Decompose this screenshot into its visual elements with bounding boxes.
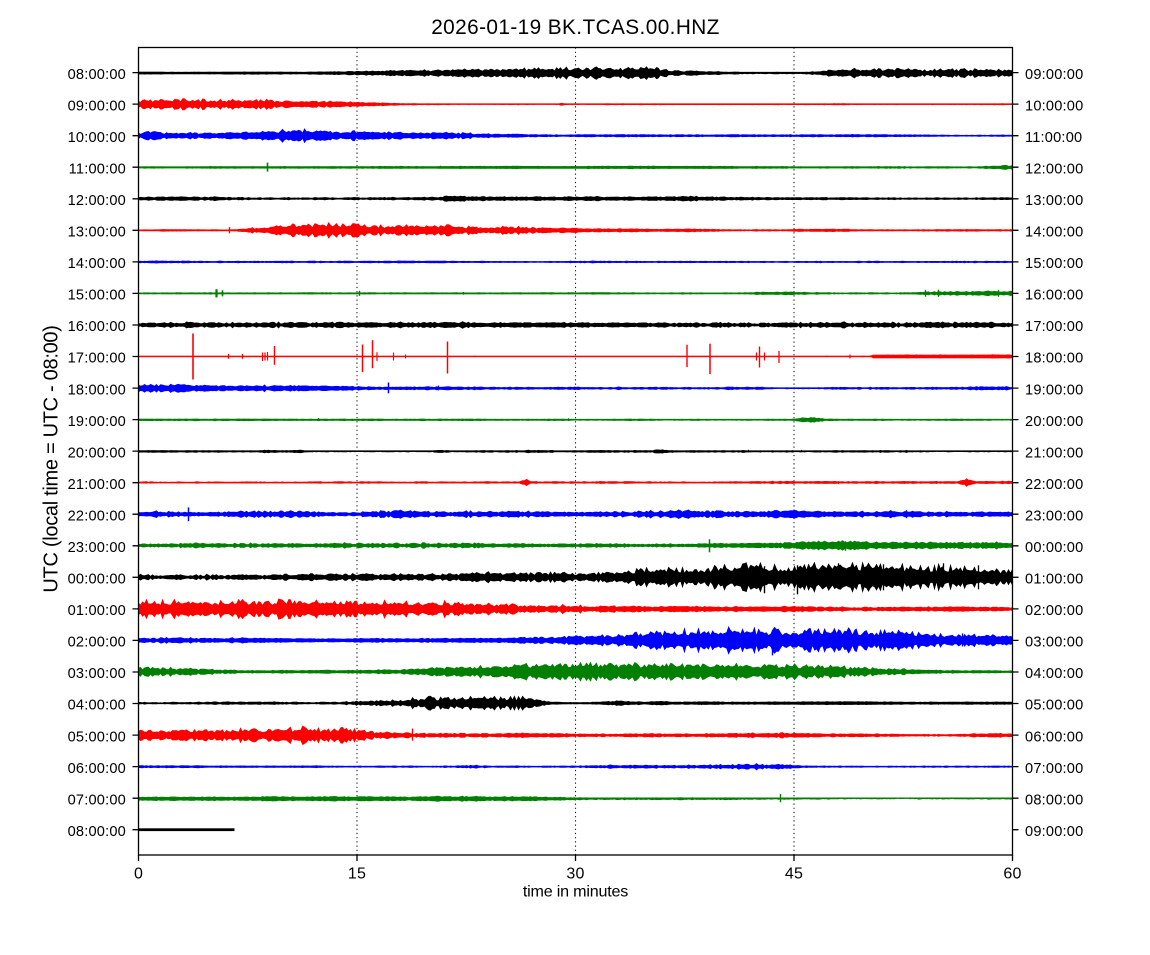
svg-text:21:00:00: 21:00:00 — [68, 477, 126, 493]
svg-text:01:00:00: 01:00:00 — [68, 603, 126, 619]
svg-text:10:00:00: 10:00:00 — [1025, 98, 1083, 114]
svg-text:05:00:00: 05:00:00 — [68, 729, 126, 745]
svg-text:03:00:00: 03:00:00 — [1025, 635, 1083, 651]
svg-text:04:00:00: 04:00:00 — [68, 698, 126, 714]
svg-text:time in minutes: time in minutes — [523, 883, 628, 901]
svg-text:16:00:00: 16:00:00 — [68, 319, 126, 335]
svg-text:20:00:00: 20:00:00 — [1025, 414, 1083, 430]
svg-text:09:00:00: 09:00:00 — [1025, 67, 1083, 83]
svg-text:21:00:00: 21:00:00 — [1025, 445, 1083, 461]
svg-text:0: 0 — [134, 865, 143, 882]
svg-text:20:00:00: 20:00:00 — [68, 445, 126, 461]
svg-text:15:00:00: 15:00:00 — [68, 288, 126, 304]
svg-text:18:00:00: 18:00:00 — [1025, 351, 1083, 367]
svg-text:15: 15 — [348, 865, 366, 882]
svg-text:22:00:00: 22:00:00 — [1025, 477, 1083, 493]
svg-text:17:00:00: 17:00:00 — [1025, 319, 1083, 335]
svg-text:30: 30 — [566, 865, 584, 882]
svg-text:14:00:00: 14:00:00 — [1025, 225, 1083, 241]
svg-text:00:00:00: 00:00:00 — [68, 572, 126, 588]
svg-text:15:00:00: 15:00:00 — [1025, 256, 1083, 272]
svg-text:02:00:00: 02:00:00 — [1025, 603, 1083, 619]
svg-text:16:00:00: 16:00:00 — [1025, 288, 1083, 304]
svg-text:09:00:00: 09:00:00 — [68, 98, 126, 114]
svg-text:05:00:00: 05:00:00 — [1025, 698, 1083, 714]
svg-text:11:00:00: 11:00:00 — [1025, 130, 1082, 146]
svg-text:17:00:00: 17:00:00 — [68, 351, 126, 367]
svg-text:06:00:00: 06:00:00 — [68, 761, 126, 777]
svg-text:03:00:00: 03:00:00 — [68, 666, 126, 682]
svg-text:01:00:00: 01:00:00 — [1025, 572, 1083, 588]
svg-text:06:00:00: 06:00:00 — [1025, 729, 1083, 745]
svg-text:11:00:00: 11:00:00 — [69, 161, 126, 177]
svg-text:60: 60 — [1003, 865, 1021, 882]
svg-text:12:00:00: 12:00:00 — [1025, 161, 1083, 177]
svg-text:14:00:00: 14:00:00 — [68, 256, 126, 272]
svg-text:23:00:00: 23:00:00 — [1025, 508, 1083, 524]
svg-text:2026-01-19 BK.TCAS.00.HNZ: 2026-01-19 BK.TCAS.00.HNZ — [431, 16, 720, 39]
svg-text:02:00:00: 02:00:00 — [68, 635, 126, 651]
svg-text:19:00:00: 19:00:00 — [68, 414, 126, 430]
svg-text:07:00:00: 07:00:00 — [68, 792, 126, 808]
svg-text:13:00:00: 13:00:00 — [68, 225, 126, 241]
svg-text:08:00:00: 08:00:00 — [68, 67, 126, 83]
svg-text:19:00:00: 19:00:00 — [1025, 382, 1083, 398]
svg-text:00:00:00: 00:00:00 — [1025, 540, 1083, 556]
svg-text:22:00:00: 22:00:00 — [68, 508, 126, 524]
svg-text:08:00:00: 08:00:00 — [1025, 792, 1083, 808]
svg-text:09:00:00: 09:00:00 — [1025, 824, 1083, 840]
svg-text:08:00:00: 08:00:00 — [68, 824, 126, 840]
svg-text:04:00:00: 04:00:00 — [1025, 666, 1083, 682]
svg-text:12:00:00: 12:00:00 — [68, 193, 126, 209]
svg-text:07:00:00: 07:00:00 — [1025, 761, 1083, 777]
svg-text:13:00:00: 13:00:00 — [1025, 193, 1083, 209]
svg-text:UTC (local time = UTC - 08:00): UTC (local time = UTC - 08:00) — [41, 325, 63, 592]
svg-text:23:00:00: 23:00:00 — [68, 540, 126, 556]
svg-text:45: 45 — [785, 865, 803, 882]
svg-text:10:00:00: 10:00:00 — [68, 130, 126, 146]
svg-text:18:00:00: 18:00:00 — [68, 382, 126, 398]
